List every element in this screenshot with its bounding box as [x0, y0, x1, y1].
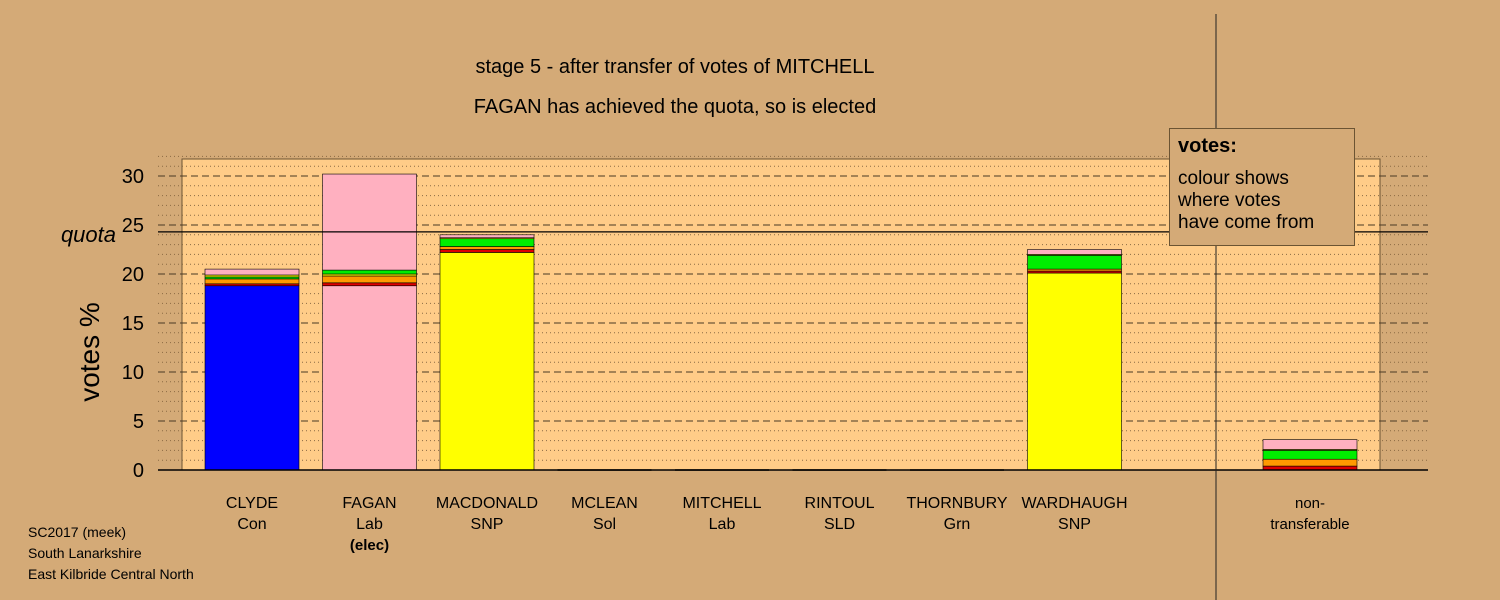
y-tick-label: 30	[122, 166, 144, 188]
legend-box: votes: colour shows where votes have com…	[1169, 128, 1355, 246]
footer-line: SC2017 (meek)	[28, 524, 127, 540]
bar-segment	[322, 285, 417, 471]
bar-segment	[322, 282, 417, 287]
bar-segment	[322, 269, 417, 275]
x-candidate-name: FAGAN	[342, 495, 396, 512]
x-candidate-name: RINTOUL	[805, 495, 875, 512]
nontransferable-label: non-	[1295, 495, 1325, 512]
bar-segment	[439, 238, 535, 247]
footer: SC2017 (meek) South Lanarkshire East Kil…	[28, 522, 194, 585]
legend-line: colour shows	[1178, 168, 1289, 189]
labels-layer: CLYDE Con FAGAN Lab (elec) MACDONALD SNP MCLEAN…	[226, 495, 1350, 554]
chart-status-line: FAGAN has achieved the quota, so is elec…	[474, 96, 876, 118]
bar-segment	[439, 249, 535, 253]
bar-segment	[1027, 272, 1122, 471]
bar-segment	[439, 246, 535, 250]
bar-segment	[1027, 249, 1122, 255]
x-candidate-party: Grn	[944, 516, 971, 533]
quota-label: quota	[61, 222, 116, 247]
bar-segment	[204, 268, 300, 276]
nontransferable-segment	[1262, 458, 1358, 467]
x-candidate-party: Sol	[593, 516, 616, 533]
footer-line: South Lanarkshire	[28, 545, 142, 561]
legend-title: votes:	[1178, 135, 1237, 157]
bar-segment	[204, 285, 300, 471]
x-candidate-name: MCLEAN	[571, 495, 638, 512]
bar-segment	[204, 278, 300, 285]
x-candidate-party: SLD	[824, 516, 855, 533]
legend-line: have come from	[1178, 212, 1315, 233]
chart-stage-line: stage 5 - after transfer of votes of MIT…	[475, 56, 874, 78]
bars-layer	[204, 173, 1358, 471]
x-candidate-name: MACDONALD	[436, 495, 538, 512]
y-tick-label: 25	[122, 215, 144, 237]
x-candidate-party: SNP	[471, 516, 504, 533]
bar-segment	[1027, 255, 1122, 270]
bar-segment	[439, 252, 535, 471]
bar-segment	[439, 234, 535, 239]
footer-line: East Kilbride Central North	[28, 566, 194, 582]
x-candidate-name: MITCHELL	[682, 495, 761, 512]
nontransferable-segment	[1262, 450, 1358, 460]
y-tick-label: 0	[133, 460, 144, 482]
nontransferable-label: transferable	[1270, 516, 1349, 533]
x-candidate-party: SNP	[1058, 516, 1091, 533]
x-candidate-party: Lab	[356, 516, 383, 533]
x-candidate-party: Lab	[709, 516, 736, 533]
x-candidate-name: WARDHAUGH	[1021, 495, 1127, 512]
y-tick-label: 15	[122, 313, 144, 335]
bar-segment	[322, 275, 417, 284]
legend-line: where votes	[1178, 190, 1281, 211]
y-axis-label: votes %	[74, 302, 105, 402]
y-tick-label: 20	[122, 264, 144, 286]
x-candidate-party: Con	[237, 516, 266, 533]
y-tick-label: 5	[133, 411, 144, 433]
y-tick-label: 10	[122, 362, 144, 384]
x-candidate-name: THORNBURY	[906, 495, 1007, 512]
nontransferable-segment	[1262, 439, 1358, 450]
x-candidate-note: (elec)	[350, 537, 389, 554]
bar-segment	[322, 173, 417, 271]
x-candidate-name: CLYDE	[226, 495, 278, 512]
